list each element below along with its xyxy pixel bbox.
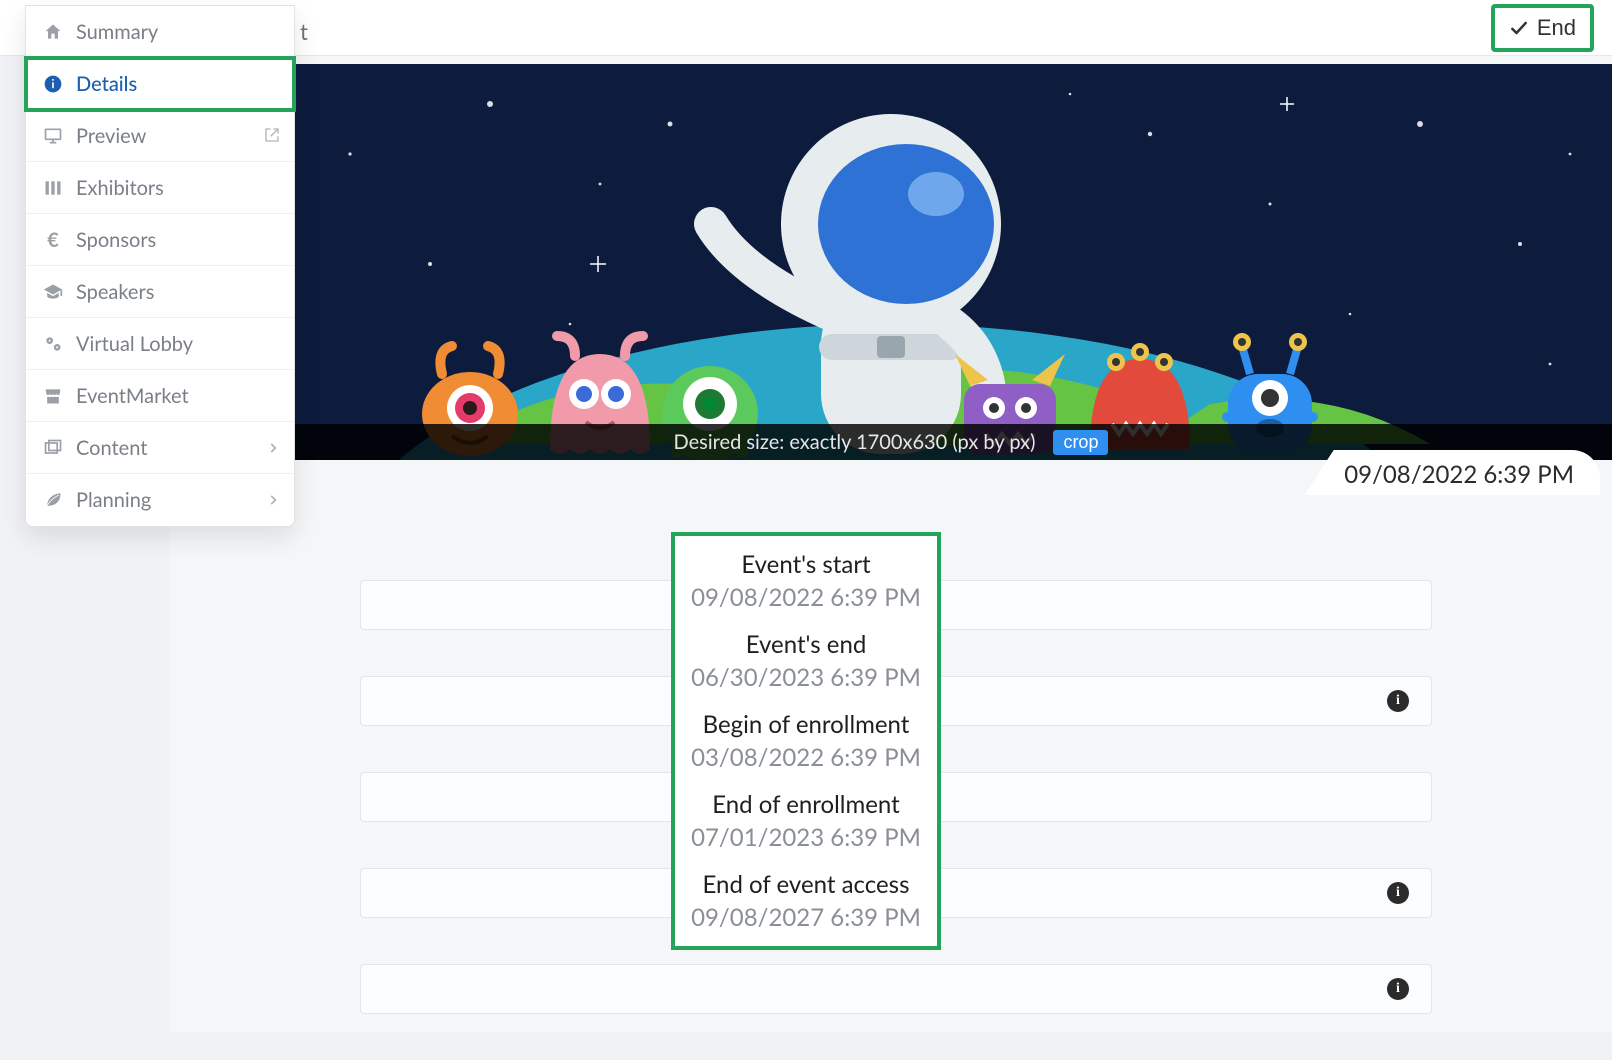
euro-icon: € bbox=[40, 228, 66, 252]
summary-value: 06/30/2023 6:39 PM bbox=[683, 663, 929, 692]
sidebar-item-preview[interactable]: Preview bbox=[26, 110, 294, 162]
sidebar-item-label: Preview bbox=[76, 124, 146, 148]
gears-icon bbox=[40, 334, 66, 354]
columns-icon bbox=[40, 178, 66, 198]
summary-event-end: Event's end 06/30/2023 6:39 PM bbox=[683, 630, 929, 692]
sidebar-item-label: Speakers bbox=[76, 280, 154, 304]
end-button-label: End bbox=[1537, 15, 1576, 41]
sidebar-item-label: Sponsors bbox=[76, 228, 156, 252]
hero-illustration bbox=[170, 64, 1612, 460]
crop-button[interactable]: crop bbox=[1053, 430, 1108, 455]
info-icon[interactable]: i bbox=[1387, 978, 1409, 1000]
sidebar-item-virtual-lobby[interactable]: Virtual Lobby bbox=[26, 318, 294, 370]
chevron-right-icon bbox=[266, 488, 280, 512]
field-end-access[interactable]: i bbox=[360, 964, 1432, 1014]
leaf-icon bbox=[40, 490, 66, 510]
summary-event-start: Event's start 09/08/2022 6:39 PM bbox=[683, 550, 929, 612]
sidebar-item-label: Content bbox=[76, 436, 147, 460]
info-icon bbox=[40, 74, 66, 94]
info-icon[interactable]: i bbox=[1387, 882, 1409, 904]
external-link-icon bbox=[264, 124, 280, 148]
images-icon bbox=[40, 438, 66, 458]
sidebar-item-content[interactable]: Content bbox=[26, 422, 294, 474]
home-icon bbox=[40, 22, 66, 42]
sidebar-item-exhibitors[interactable]: Exhibitors bbox=[26, 162, 294, 214]
sidebar-item-planning[interactable]: Planning bbox=[26, 474, 294, 526]
clipped-text: t bbox=[300, 18, 308, 45]
summary-label: End of event access bbox=[683, 870, 929, 899]
sidebar-item-label: Planning bbox=[76, 488, 151, 512]
summary-value: 03/08/2022 6:39 PM bbox=[683, 743, 929, 772]
timestamp-chip: 09/08/2022 6:39 PM bbox=[1304, 450, 1600, 495]
summary-value: 07/01/2023 6:39 PM bbox=[683, 823, 929, 852]
summary-value: 09/08/2022 6:39 PM bbox=[683, 583, 929, 612]
end-button[interactable]: End bbox=[1491, 4, 1594, 52]
summary-end-enrollment: End of enrollment 07/01/2023 6:39 PM bbox=[683, 790, 929, 852]
sidebar-item-summary[interactable]: Summary bbox=[26, 6, 294, 58]
sidebar-item-details[interactable]: Details bbox=[26, 58, 294, 110]
sidebar-item-sponsors[interactable]: € Sponsors bbox=[26, 214, 294, 266]
hero-banner[interactable]: Desired size: exactly 1700x630 (px by px… bbox=[170, 64, 1612, 460]
sidebar-item-label: Details bbox=[76, 72, 137, 96]
sidebar-item-label: Exhibitors bbox=[76, 176, 164, 200]
check-icon bbox=[1509, 18, 1529, 38]
summary-label: Event's start bbox=[683, 550, 929, 579]
sidebar-item-label: Summary bbox=[76, 20, 158, 44]
summary-label: Begin of enrollment bbox=[683, 710, 929, 739]
sidebar-item-speakers[interactable]: Speakers bbox=[26, 266, 294, 318]
gradcap-icon bbox=[40, 282, 66, 302]
date-summary-box: Event's start 09/08/2022 6:39 PM Event's… bbox=[671, 532, 941, 950]
chevron-right-icon bbox=[266, 436, 280, 460]
monitor-icon bbox=[40, 126, 66, 146]
side-menu: Summary Details Preview Exhibitors € Spo… bbox=[25, 5, 295, 527]
desired-size-text: Desired size: exactly 1700x630 (px by px… bbox=[674, 430, 1036, 454]
info-icon[interactable]: i bbox=[1387, 690, 1409, 712]
summary-label: End of enrollment bbox=[683, 790, 929, 819]
summary-value: 09/08/2027 6:39 PM bbox=[683, 903, 929, 932]
summary-begin-enrollment: Begin of enrollment 03/08/2022 6:39 PM bbox=[683, 710, 929, 772]
summary-label: Event's end bbox=[683, 630, 929, 659]
sidebar-item-label: Virtual Lobby bbox=[76, 332, 193, 356]
sidebar-item-label: EventMarket bbox=[76, 384, 189, 408]
store-icon bbox=[40, 386, 66, 406]
sidebar-item-eventmarket[interactable]: EventMarket bbox=[26, 370, 294, 422]
summary-end-access: End of event access 09/08/2027 6:39 PM bbox=[683, 870, 929, 932]
